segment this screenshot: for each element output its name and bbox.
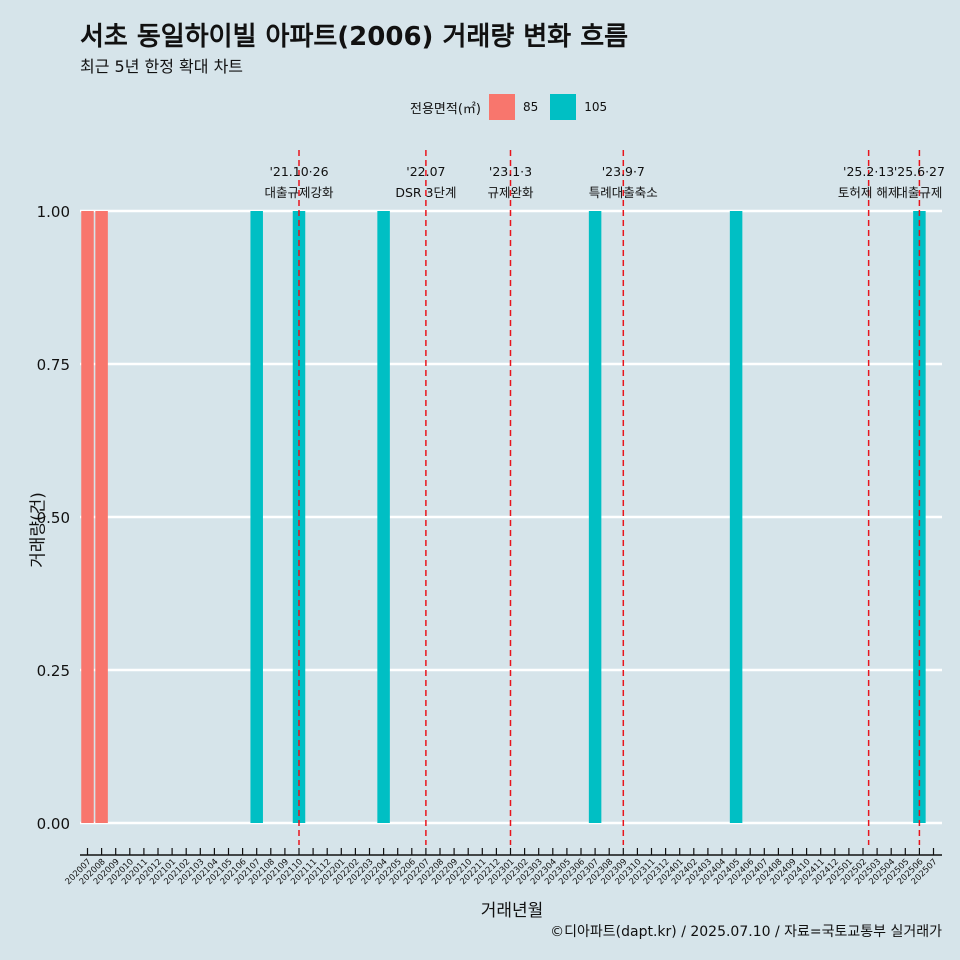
event-date: '22.07 — [406, 164, 445, 179]
event-date: '25.6·27 — [894, 164, 945, 179]
bar-105-202506 — [913, 211, 926, 823]
bar-85-202008 — [95, 211, 108, 823]
caption: ©디아파트(dapt.kr) / 2025.07.10 / 자료=국토교통부 실… — [550, 924, 942, 940]
event-label: DSR 3단계 — [395, 185, 456, 200]
event-date: '21.10·26 — [269, 164, 328, 179]
event-date: '23.1·3 — [489, 164, 532, 179]
legend-key-105 — [550, 94, 577, 120]
event-label: 대출규제강화 — [264, 185, 334, 200]
event-label: 특례대출축소 — [589, 185, 658, 200]
y-tick-label: 0.25 — [37, 662, 70, 680]
bar-105-202107 — [250, 211, 263, 823]
y-axis-title: 거래량(건) — [28, 492, 49, 568]
legend-title: 전용면적(㎡) — [410, 101, 481, 117]
bar-105-202204 — [377, 211, 390, 823]
bar-85-202007 — [81, 211, 94, 823]
legend: 전용면적(㎡) 85 105 — [410, 92, 619, 122]
y-tick-label: 0.75 — [37, 356, 70, 374]
y-axis-title-box: 거래량(건) — [6, 460, 66, 600]
bar-105-202110 — [292, 211, 306, 823]
bar-105-202405 — [729, 211, 743, 823]
y-tick-label: 0.00 — [37, 815, 70, 833]
event-date: '25.2·13 — [843, 164, 894, 179]
bar-105-202307 — [588, 211, 602, 823]
legend-label-105: 105 — [584, 100, 608, 114]
event-label: 규제완화 — [487, 185, 534, 200]
chart-subtitle: 최근 5년 한정 확대 차트 — [80, 57, 244, 76]
legend-label-85: 85 — [522, 100, 539, 114]
legend-key-85 — [488, 94, 515, 120]
event-label: 대출규제 — [896, 185, 942, 200]
x-axis-title: 거래년월 — [480, 901, 544, 921]
event-date: '23.9·7 — [602, 164, 645, 179]
y-tick-label: 1.00 — [37, 203, 70, 221]
chart-title: 서초 동일하이빌 아파트(2006) 거래량 변화 흐름 — [80, 22, 629, 52]
y-tick-label: 0.50 — [37, 509, 70, 527]
event-label: 토허제 해제 — [838, 185, 899, 200]
